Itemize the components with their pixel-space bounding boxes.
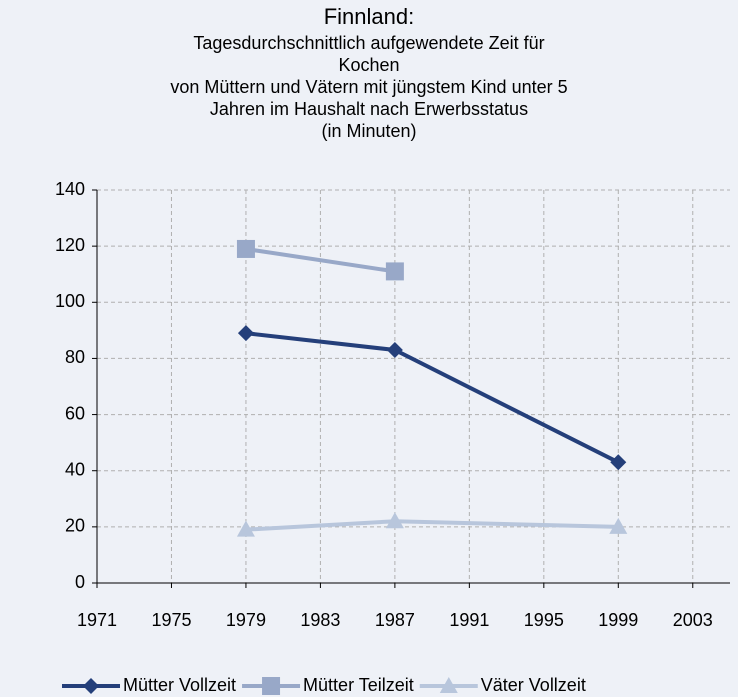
- legend-label: Mütter Teilzeit: [303, 675, 414, 695]
- marker: [385, 262, 404, 281]
- y-tick-label: 120: [55, 235, 85, 255]
- legend-label: Väter Vollzeit: [481, 675, 586, 695]
- chart-title: Finnland:: [324, 4, 415, 29]
- x-tick-label: 1983: [300, 610, 340, 630]
- legend-label: Mütter Vollzeit: [123, 675, 236, 695]
- y-tick-label: 0: [75, 572, 85, 592]
- chart-subtitle: (in Minuten): [321, 121, 416, 141]
- y-tick-label: 60: [65, 403, 85, 423]
- marker: [262, 677, 281, 695]
- x-tick-label: 1999: [598, 610, 638, 630]
- y-tick-label: 100: [55, 291, 85, 311]
- marker: [439, 677, 458, 693]
- marker: [609, 517, 628, 534]
- chart-subtitle: Kochen: [338, 55, 399, 75]
- legend: Mütter Vollzeit Mütter Teilzeit Väter Voll…: [62, 675, 586, 695]
- marker: [83, 678, 99, 694]
- y-tick-label: 40: [65, 459, 85, 479]
- x-tick-label: 1987: [375, 610, 415, 630]
- marker: [610, 454, 627, 471]
- x-tick-label: 2003: [673, 610, 713, 630]
- x-tick-label: 1995: [524, 610, 564, 630]
- chart-subtitle: Jahren im Haushalt nach Erwerbsstatus: [210, 99, 528, 119]
- y-tick-label: 20: [65, 516, 85, 536]
- y-tick-label: 80: [65, 347, 85, 367]
- marker: [236, 520, 255, 537]
- x-tick-label: 1971: [77, 610, 117, 630]
- y-tick-label: 140: [55, 179, 85, 199]
- x-tick-label: 1979: [226, 610, 266, 630]
- x-tick-label: 1975: [151, 610, 191, 630]
- marker: [385, 512, 404, 529]
- chart-subtitle: Tagesdurchschnittlich aufgewendete Zeit …: [193, 33, 544, 53]
- chart-subtitle: von Müttern und Vätern mit jüngstem Kind…: [170, 77, 567, 97]
- marker: [237, 325, 254, 342]
- series-line: [245, 246, 396, 274]
- x-tick-label: 1991: [449, 610, 489, 630]
- marker: [236, 239, 255, 258]
- marker: [386, 342, 403, 359]
